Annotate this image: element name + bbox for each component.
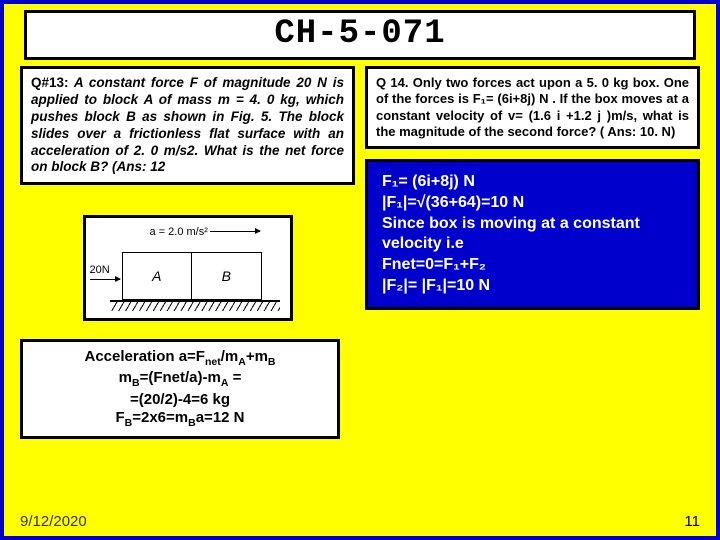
footer: 9/12/2020 11 xyxy=(20,513,700,530)
t: +m xyxy=(246,348,268,365)
page-title: CH-5-071 xyxy=(274,15,445,53)
blocks-group: A B xyxy=(122,252,262,300)
q13-prefix: Q#13: xyxy=(31,75,69,90)
t: B xyxy=(132,377,140,389)
sol14-line1: F₁= (6i+8j) N xyxy=(382,172,683,193)
q14-prefix: Q 14. xyxy=(376,75,408,90)
sol13-line1: Acceleration a=Fnet/mA+mB xyxy=(33,348,327,369)
t: B xyxy=(188,417,196,429)
q14-body: Only two forces act upon a 5. 0 kg box. … xyxy=(376,75,689,139)
sol13-box: Acceleration a=Fnet/mA+mB mB=(Fnet/a)-mA… xyxy=(20,339,340,439)
sol14-line3: Since box is moving at a constant veloci… xyxy=(382,214,683,256)
t: =(Fnet/a)-m xyxy=(140,369,221,386)
title-box: CH-5-071 xyxy=(24,10,696,60)
figure-box: a = 2.0 m/s² 20N A B xyxy=(83,215,293,321)
t: F xyxy=(115,409,124,426)
sol13-line2: mB=(Fnet/a)-mA = xyxy=(33,369,327,390)
accel-arrow-icon xyxy=(210,231,260,232)
block-a: A xyxy=(123,253,193,299)
t: A xyxy=(238,356,246,368)
content-columns: Q#13: A constant force F of magnitude 20… xyxy=(4,66,716,439)
q13-body: A constant force F of magnitude 20 N is … xyxy=(31,75,344,174)
footer-date: 9/12/2020 xyxy=(20,513,87,530)
ground-hatch-icon xyxy=(110,301,280,311)
t: B xyxy=(268,356,276,368)
footer-page: 11 xyxy=(684,513,700,530)
t: Acceleration a=F xyxy=(84,348,204,365)
sol14-line4: Fnet=0=F₁+F₂ xyxy=(382,255,683,276)
force-arrow-icon xyxy=(90,279,120,280)
q14-box: Q 14. Only two forces act upon a 5. 0 kg… xyxy=(365,66,700,149)
figure-5: a = 2.0 m/s² 20N A B xyxy=(90,222,286,314)
block-b: B xyxy=(192,253,261,299)
figure-force-label: 20N xyxy=(90,264,110,276)
right-column: Q 14. Only two forces act upon a 5. 0 kg… xyxy=(365,66,700,439)
sol14-box: F₁= (6i+8j) N |F₁|=√(36+64)=10 N Since b… xyxy=(365,159,700,310)
sol14-line5: |F₂|= |F₁|=10 N xyxy=(382,276,683,297)
sol13-line4: FB=2x6=mBa=12 N xyxy=(33,409,327,430)
t: a=12 N xyxy=(196,409,245,426)
t: net xyxy=(205,356,221,368)
sol13-line3: =(20/2)-4=6 kg xyxy=(33,391,327,410)
t: = xyxy=(228,369,241,386)
t: =2x6=m xyxy=(132,409,188,426)
t: m xyxy=(119,369,132,386)
left-column: Q#13: A constant force F of magnitude 20… xyxy=(20,66,355,439)
sol14-line2: |F₁|=√(36+64)=10 N xyxy=(382,193,683,214)
t: /m xyxy=(221,348,239,365)
q13-box: Q#13: A constant force F of magnitude 20… xyxy=(20,66,355,185)
figure-accel-label: a = 2.0 m/s² xyxy=(150,226,208,238)
